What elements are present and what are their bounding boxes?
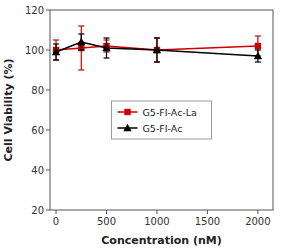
- x-tick-label: 0: [53, 216, 59, 227]
- x-tick: [257, 210, 258, 214]
- error-bar-cap: [53, 59, 59, 60]
- error-bar-cap: [104, 37, 110, 38]
- y-tick: [46, 130, 50, 131]
- y-tick: [46, 50, 50, 51]
- y-tick: [46, 10, 50, 11]
- data-point: [102, 44, 110, 51]
- error-bar-cap: [78, 25, 84, 26]
- x-tick-label: 1000: [144, 216, 169, 227]
- y-tick-label: 120: [25, 5, 44, 16]
- x-tick-label: 2000: [245, 216, 270, 227]
- legend: G5-FI-Ac-La G5-FI-Ac: [112, 101, 212, 139]
- y-axis-label: Cell Viability (%): [2, 59, 15, 162]
- error-bar-cap: [255, 49, 261, 50]
- error-bar-cap: [154, 61, 160, 62]
- error-bar-cap: [78, 33, 84, 34]
- x-tick: [106, 210, 107, 214]
- y-tick-label: 60: [31, 125, 44, 136]
- y-tick: [46, 170, 50, 171]
- legend-box: [112, 101, 212, 139]
- legend-marker: [123, 124, 131, 131]
- legend-marker: [124, 109, 130, 115]
- legend-label: G5-FI-Ac-La: [143, 107, 197, 118]
- y-tick-label: 20: [31, 205, 44, 216]
- y-tick: [46, 210, 50, 211]
- chart: 0 500 1000 1500 2000 20 40 60 80 100 120 Concentrat…: [0, 0, 283, 252]
- x-axis-label: Concentration (nM): [101, 234, 221, 247]
- data-point: [254, 52, 262, 59]
- y-tick-label: 40: [31, 165, 44, 176]
- error-bar-stem: [81, 26, 82, 70]
- error-bar-cap: [154, 61, 160, 62]
- x-tick-label: 1500: [195, 216, 220, 227]
- error-bar-cap: [255, 61, 261, 62]
- error-bar-cap: [154, 37, 160, 38]
- y-tick-label: 80: [31, 85, 44, 96]
- x-tick: [56, 210, 57, 214]
- y-tick-label: 100: [25, 45, 44, 56]
- data-point: [154, 47, 160, 53]
- error-bar-cap: [53, 43, 59, 44]
- plot-data: [52, 26, 262, 70]
- data-point: [153, 46, 161, 53]
- x-tick: [156, 210, 157, 214]
- error-bar-cap: [104, 57, 110, 58]
- error-bar-cap: [78, 49, 84, 50]
- plot-frame: [50, 10, 273, 210]
- error-bar-cap: [154, 37, 160, 38]
- data-point: [77, 38, 85, 45]
- x-tick-label: 500: [97, 216, 116, 227]
- error-bar: [78, 26, 84, 70]
- error-bar-cap: [255, 35, 261, 36]
- legend-label: G5-FI-Ac: [143, 123, 183, 134]
- x-tick: [207, 210, 208, 214]
- data-point: [255, 43, 261, 49]
- error-bar-cap: [53, 59, 59, 60]
- error-bar-cap: [53, 39, 59, 40]
- error-bar-cap: [78, 69, 84, 70]
- data-point: [52, 48, 60, 55]
- y-tick: [46, 90, 50, 91]
